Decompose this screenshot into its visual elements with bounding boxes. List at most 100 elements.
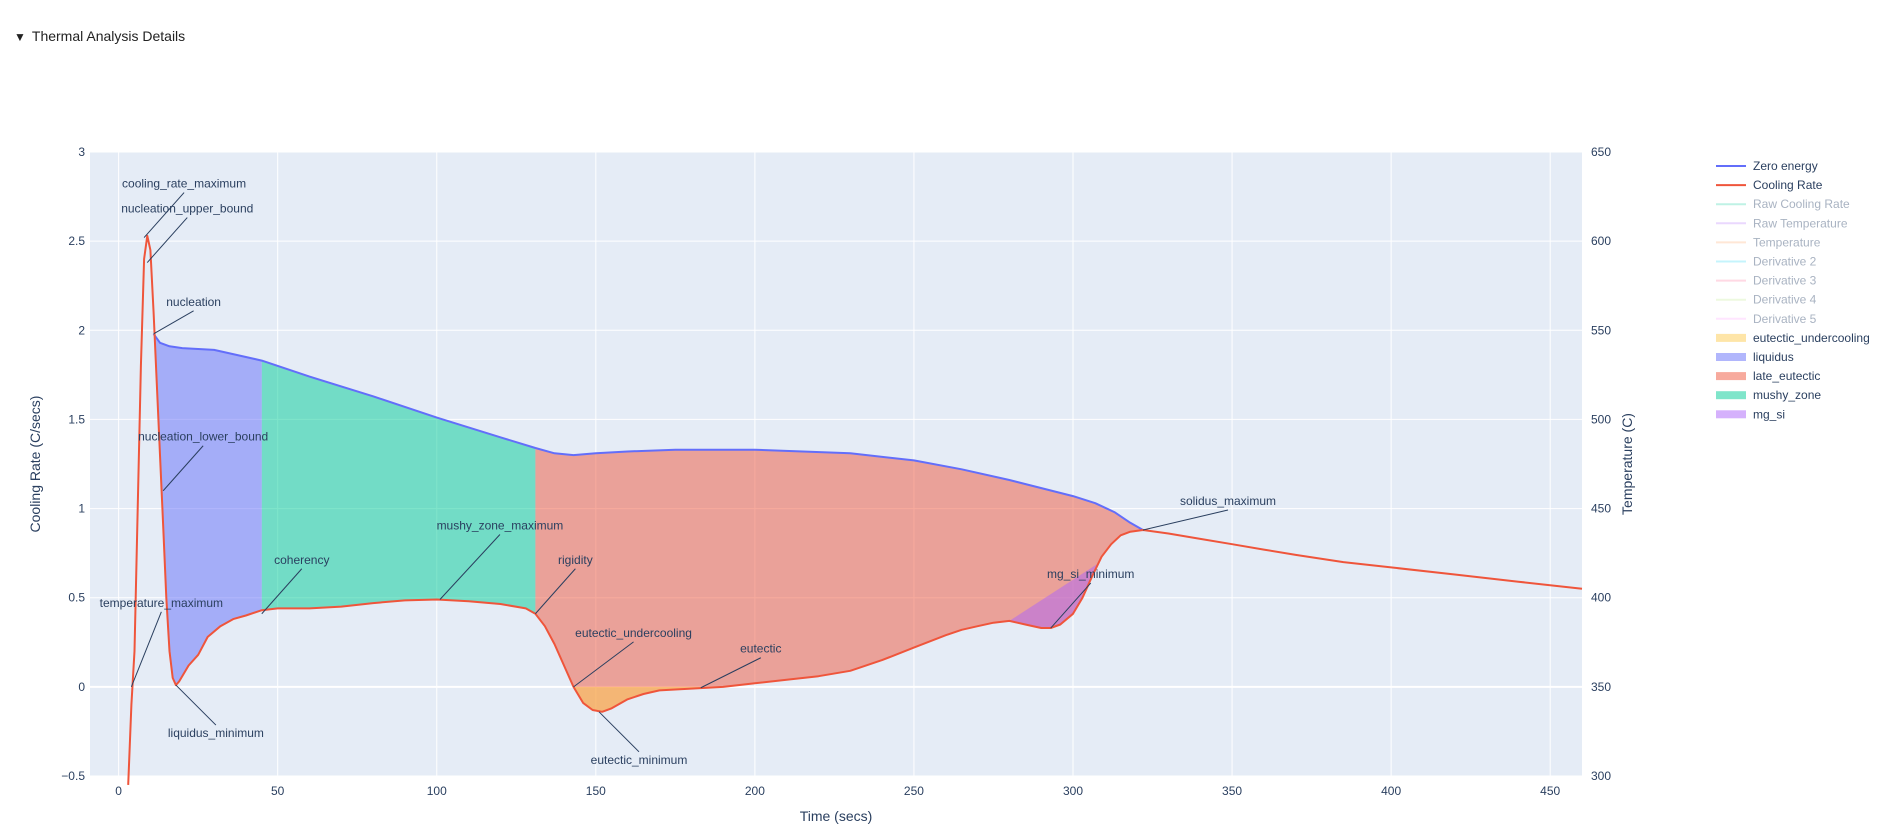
legend-label: mushy_zone — [1753, 388, 1821, 402]
thermal-analysis-details-toggle[interactable]: ▼ Thermal Analysis Details — [14, 28, 185, 44]
x-tick-label: 50 — [271, 784, 285, 798]
legend-item: eutectic_undercooling — [1716, 331, 1870, 345]
legend-item: Temperature — [1716, 235, 1821, 249]
annotation-arrow — [130, 611, 162, 688]
legend: Zero energy Cooling Rate Raw Cooling Rate R… — [1716, 159, 1870, 421]
y-tick-label: 3 — [78, 145, 85, 159]
annotation-arrow — [573, 641, 634, 688]
x-tick-label: 400 — [1381, 784, 1401, 798]
x-tick-label: 250 — [904, 784, 924, 798]
y-axis-title: Cooling Rate (C/secs) — [27, 396, 43, 533]
y-tick-label: 1 — [78, 502, 85, 516]
annotation-arrow — [1142, 509, 1229, 531]
legend-label: Derivative 3 — [1753, 274, 1817, 288]
legend-item: Zero energy — [1716, 159, 1818, 173]
legend-item: Derivative 3 — [1716, 274, 1817, 288]
annotation-arrow — [700, 657, 762, 689]
annotation-label: eutectic_minimum — [591, 753, 688, 767]
legend-item: mushy_zone — [1716, 388, 1821, 402]
y-axis-ticks: −0.5 0 0.5 1 1.5 2 2.5 3 — [61, 145, 85, 783]
series-line-zero-energy — [152, 333, 1144, 531]
x-tick-label: 300 — [1063, 784, 1083, 798]
legend-fill-swatch — [1716, 372, 1746, 381]
legend-item: Derivative 2 — [1716, 255, 1817, 269]
legend-label: liquidus — [1753, 350, 1794, 364]
legend-item: liquidus — [1716, 350, 1794, 364]
x-tick-label: 200 — [745, 784, 765, 798]
y-tick-label: −0.5 — [61, 769, 85, 783]
y2-tick-label: 500 — [1591, 412, 1611, 426]
annotation-arrow — [439, 534, 501, 600]
fill-regions — [153, 312, 1143, 712]
x-tick-label: 100 — [427, 784, 447, 798]
legend-item: late_eutectic — [1716, 369, 1820, 383]
annotation-arrow — [1050, 582, 1092, 629]
y-tick-label: 2 — [78, 323, 85, 337]
x-axis-title: Time (secs) — [800, 808, 873, 824]
y-tick-label: 1.5 — [68, 412, 85, 426]
legend-label: late_eutectic — [1753, 369, 1820, 383]
legend-label: Zero energy — [1753, 159, 1818, 173]
legend-item: Derivative 5 — [1716, 312, 1817, 326]
legend-fill-swatch — [1716, 391, 1746, 400]
y2-tick-label: 600 — [1591, 234, 1611, 248]
region-mg-si — [1009, 563, 1099, 628]
y-tick-label: 0.5 — [68, 591, 85, 605]
disclosure-triangle-icon: ▼ — [14, 30, 26, 44]
y2-tick-label: 650 — [1591, 145, 1611, 159]
series-line-cooling-rate — [127, 234, 1583, 785]
annotation-label: cooling_rate_maximum — [122, 177, 246, 191]
annotations: cooling_rate_maximum nucleation_upper_bou… — [100, 177, 1276, 767]
y2-tick-label: 300 — [1591, 769, 1611, 783]
annotation-label: nucleation_upper_bound — [121, 202, 253, 216]
annotation-arrow — [175, 684, 217, 726]
y2-tick-label: 400 — [1591, 591, 1611, 605]
annotation-label: eutectic — [740, 642, 781, 656]
annotation-label: coherency — [274, 553, 329, 567]
x-tick-label: 450 — [1540, 784, 1560, 798]
y2-axis-ticks: 300 350 400 450 500 550 600 650 — [1591, 145, 1611, 783]
y2-tick-label: 450 — [1591, 502, 1611, 516]
annotation-label: mg_si_minimum — [1047, 567, 1134, 581]
y-tick-label: 2.5 — [68, 234, 85, 248]
annotation-label: temperature_maximum — [100, 596, 223, 610]
annotation-arrow — [146, 217, 188, 263]
series-lines — [127, 234, 1583, 785]
annotation-arrow — [598, 711, 640, 753]
region-late-eutectic — [535, 448, 1143, 712]
annotation-arrow — [534, 568, 576, 615]
legend-item: Raw Cooling Rate — [1716, 197, 1850, 211]
x-tick-label: 150 — [586, 784, 606, 798]
region-mushy-zone — [261, 360, 536, 614]
legend-label: Derivative 4 — [1753, 293, 1817, 307]
legend-fill-swatch — [1716, 353, 1746, 361]
annotation-arrow — [153, 310, 194, 335]
legend-item: mg_si — [1716, 407, 1785, 421]
annotation-label: eutectic_undercooling — [575, 626, 692, 640]
legend-label: Temperature — [1753, 235, 1821, 249]
legend-item: Raw Temperature — [1716, 216, 1848, 230]
annotation-arrow — [143, 192, 185, 238]
y-tick-label: 0 — [78, 680, 85, 694]
x-tick-label: 350 — [1222, 784, 1242, 798]
legend-label: Derivative 2 — [1753, 255, 1817, 269]
legend-label: Raw Temperature — [1753, 216, 1848, 230]
x-tick-label: 0 — [115, 784, 122, 798]
annotation-label: mushy_zone_maximum — [437, 518, 564, 532]
annotation-arrow — [162, 445, 204, 492]
legend-label: mg_si — [1753, 407, 1785, 421]
legend-item: Cooling Rate — [1716, 178, 1823, 192]
annotation-arrow — [261, 568, 303, 615]
annotation-label: rigidity — [558, 553, 593, 567]
region-eutectic-undercooling — [573, 686, 701, 712]
y2-axis-title: Temperature (C) — [1619, 413, 1635, 515]
annotation-label: nucleation_lower_bound — [138, 430, 268, 444]
legend-item: Derivative 4 — [1716, 293, 1817, 307]
legend-label: eutectic_undercooling — [1753, 331, 1870, 345]
legend-label: Derivative 5 — [1753, 312, 1817, 326]
legend-label: Raw Cooling Rate — [1753, 197, 1850, 211]
details-summary-label: Thermal Analysis Details — [31, 28, 186, 44]
legend-label: Cooling Rate — [1753, 178, 1823, 192]
y2-tick-label: 350 — [1591, 680, 1611, 694]
